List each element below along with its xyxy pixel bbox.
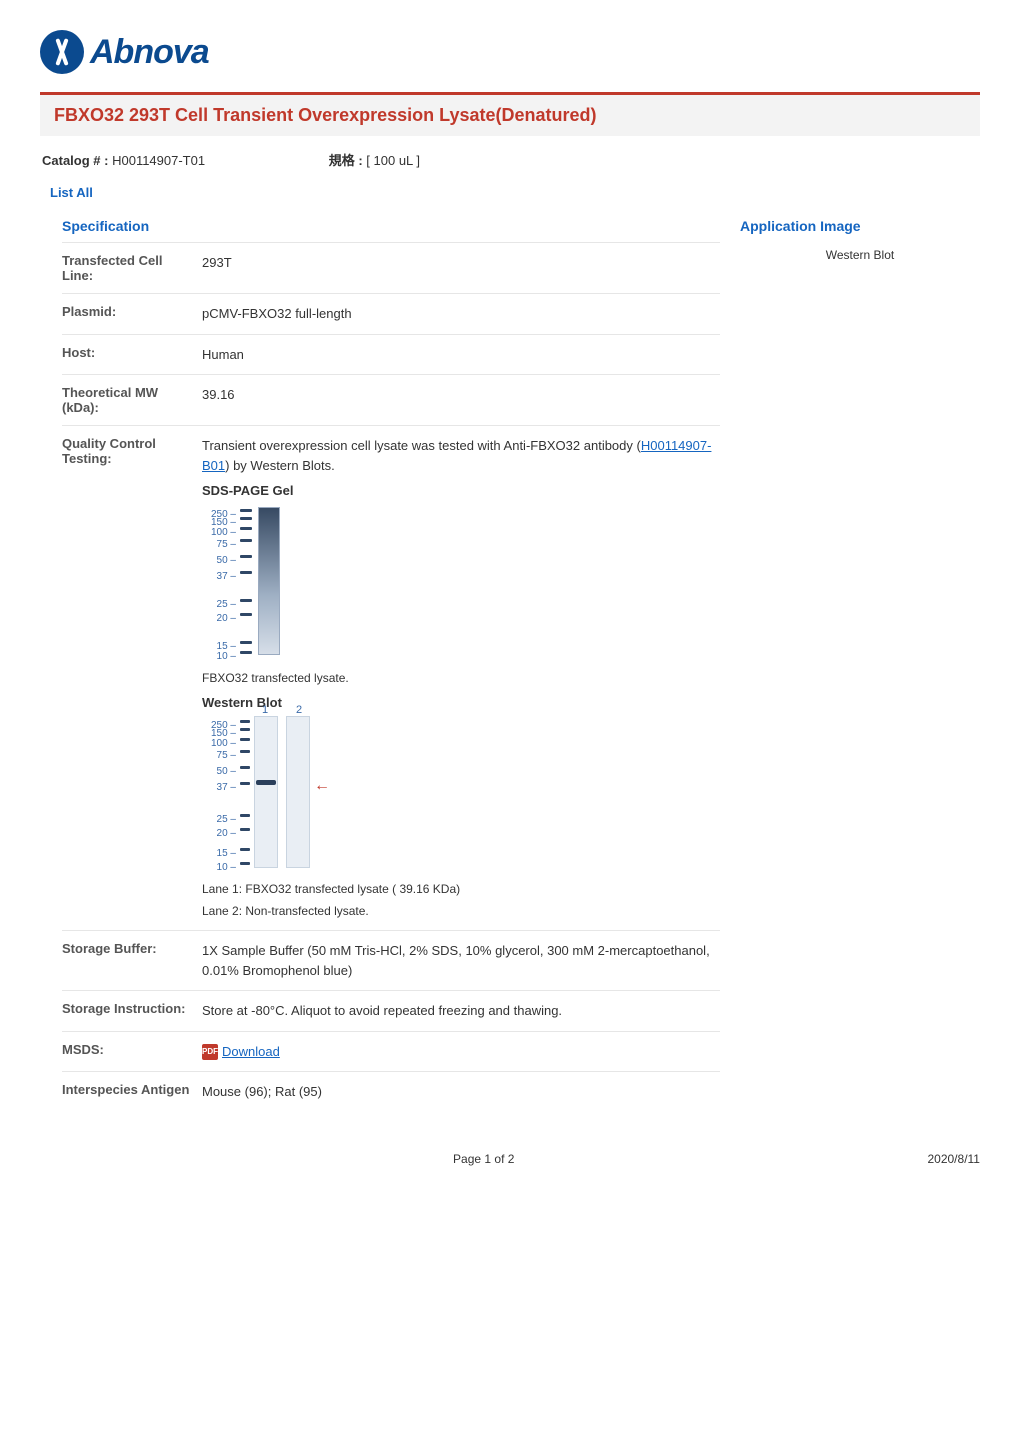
row-transfected-cell-line: Transfected Cell Line: 293T: [62, 243, 720, 294]
val-qc: Transient overexpression cell lysate was…: [202, 436, 720, 920]
ladder-mark: [240, 848, 250, 851]
western-blot-label: Western Blot: [202, 693, 720, 713]
row-plasmid: Plasmid: pCMV-FBXO32 full-length: [62, 294, 720, 335]
ladder-mark: [240, 539, 252, 542]
ladder-mark: [240, 613, 252, 616]
wb-lane-1-bg: [254, 716, 278, 868]
footer-page: Page 1 of 2: [453, 1152, 514, 1166]
ladder-mark: [240, 814, 250, 817]
row-storage-buffer: Storage Buffer: 1X Sample Buffer (50 mM …: [62, 931, 720, 991]
wb-tick: 20 –: [202, 826, 236, 841]
key-plasmid: Plasmid:: [62, 304, 202, 319]
val-storage-instruction: Store at -80°C. Aliquot to avoid repeate…: [202, 1001, 720, 1021]
western-blot-figure: 1 2 250 – 150 – 100 – 75 – 50 – 37 – 25 …: [202, 716, 352, 876]
row-storage-instruction: Storage Instruction: Store at -80°C. Ali…: [62, 991, 720, 1032]
sds-gel: 250 – 150 – 100 – 75 – 50 – 37 – 25 – 20…: [202, 505, 322, 665]
val-interspecies: Mouse (96); Rat (95): [202, 1082, 720, 1102]
ladder-mark: [240, 782, 250, 785]
catalog-label: Catalog # :: [42, 153, 108, 168]
key-mw: Theoretical MW (kDa):: [62, 385, 202, 415]
specification-header: Specification: [62, 210, 720, 243]
brand-name: Abnova: [90, 33, 209, 72]
row-msds: MSDS: PDF Download: [62, 1032, 720, 1073]
sds-page-gel-figure: 250 – 150 – 100 – 75 – 50 – 37 – 25 – 20…: [202, 505, 322, 665]
footer-date: 2020/8/11: [927, 1152, 980, 1166]
wb-lane-2-bg: [286, 716, 310, 868]
page-footer: Page 1 of 2 2020/8/11: [0, 1132, 1020, 1176]
ladder-mark: [240, 571, 252, 574]
wb-tick: 37 –: [202, 780, 236, 795]
ladder-mark: [240, 517, 252, 520]
wb-tick: 75 –: [202, 748, 236, 763]
sds-tick: 37 –: [202, 569, 236, 584]
val-host: Human: [202, 345, 720, 365]
val-mw: 39.16: [202, 385, 720, 405]
ladder-mark: [240, 738, 250, 741]
ladder-mark: [240, 527, 252, 530]
ladder-mark: [240, 720, 250, 723]
qc-intro-post: ) by Western Blots.: [225, 458, 335, 473]
wb-caption-1: Lane 1: FBXO32 transfected lysate ( 39.1…: [202, 880, 720, 898]
sds-lane-1: [258, 507, 280, 655]
ladder-mark: [240, 641, 252, 644]
sds-caption: FBXO32 transfected lysate.: [202, 669, 720, 687]
wb-caption-2: Lane 2: Non-transfected lysate.: [202, 902, 720, 920]
pdf-icon: PDF: [202, 1044, 218, 1060]
wb-tick: 10 –: [202, 860, 236, 875]
row-quality-control: Quality Control Testing: Transient overe…: [62, 426, 720, 931]
key-storage-buffer: Storage Buffer:: [62, 941, 202, 956]
title-bar: FBXO32 293T Cell Transient Overexpressio…: [40, 92, 980, 136]
ladder-mark: [240, 828, 250, 831]
key-interspecies: Interspecies Antigen: [62, 1082, 202, 1097]
wb-tick: 15 –: [202, 846, 236, 861]
row-theoretical-mw: Theoretical MW (kDa): 39.16: [62, 375, 720, 426]
val-plasmid: pCMV-FBXO32 full-length: [202, 304, 720, 324]
catalog-row: Catalog # : H00114907-T01 規格 : [ 100 uL …: [40, 150, 980, 179]
key-msds: MSDS:: [62, 1042, 202, 1057]
msds-download-link[interactable]: Download: [222, 1044, 280, 1059]
sds-tick: 50 –: [202, 553, 236, 568]
size-value: [ 100 uL ]: [366, 153, 420, 168]
sds-tick: 25 –: [202, 597, 236, 612]
ladder-mark: [240, 599, 252, 602]
wb-band-lane1: [256, 780, 276, 785]
qc-intro-pre: Transient overexpression cell lysate was…: [202, 438, 641, 453]
row-host: Host: Human: [62, 335, 720, 376]
ladder-mark: [240, 862, 250, 865]
key-qc: Quality Control Testing:: [62, 436, 202, 466]
band-arrow-icon: ←: [314, 774, 330, 798]
size-label: 規格 :: [329, 153, 363, 168]
ladder-mark: [240, 651, 252, 654]
ladder-mark: [240, 509, 252, 512]
key-transfected: Transfected Cell Line:: [62, 253, 202, 283]
row-interspecies-antigen: Interspecies Antigen Mouse (96); Rat (95…: [62, 1072, 720, 1112]
sds-tick: 20 –: [202, 611, 236, 626]
sds-page-label: SDS-PAGE Gel: [202, 481, 720, 501]
brand-logo: Abnova: [40, 30, 980, 74]
wb-gel: 1 2 250 – 150 – 100 – 75 – 50 – 37 – 25 …: [202, 716, 352, 876]
key-host: Host:: [62, 345, 202, 360]
wb-tick: 50 –: [202, 764, 236, 779]
val-storage-buffer: 1X Sample Buffer (50 mM Tris-HCl, 2% SDS…: [202, 941, 720, 980]
wb-tick: 25 –: [202, 812, 236, 827]
val-transfected: 293T: [202, 253, 720, 273]
ladder-mark: [240, 555, 252, 558]
logo-y-icon: [40, 30, 84, 74]
key-storage-instruction: Storage Instruction:: [62, 1001, 202, 1016]
list-all-link[interactable]: List All: [40, 179, 980, 210]
ladder-mark: [240, 728, 250, 731]
catalog-value: H00114907-T01: [112, 153, 205, 168]
ladder-mark: [240, 766, 250, 769]
page-title: FBXO32 293T Cell Transient Overexpressio…: [54, 105, 966, 126]
sds-tick: 10 –: [202, 649, 236, 664]
application-item-western-blot: Western Blot: [740, 242, 980, 262]
application-image-header: Application Image: [740, 210, 980, 242]
ladder-mark: [240, 750, 250, 753]
sds-tick: 75 –: [202, 537, 236, 552]
